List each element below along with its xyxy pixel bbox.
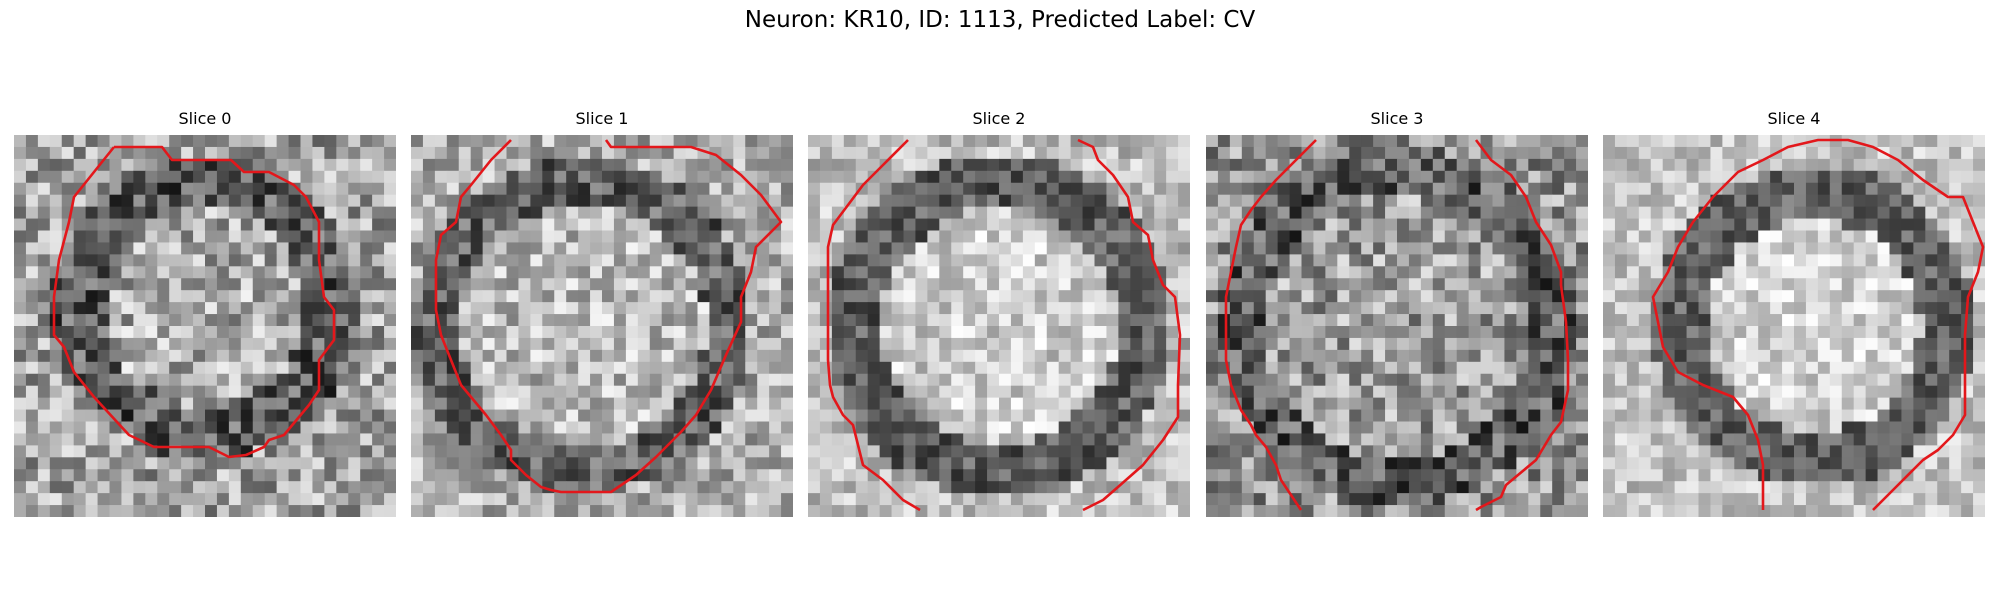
slice-2-image [808, 135, 1190, 517]
slice-3-image [1206, 135, 1588, 517]
slice-2-pixels [808, 135, 1190, 517]
figure-title: Neuron: KR10, ID: 1113, Predicted Label:… [0, 7, 2000, 33]
slice-4-image [1603, 135, 1985, 517]
slice-0-image [14, 135, 396, 517]
slice-3-title: Slice 3 [1206, 109, 1588, 128]
slice-4-pixels [1603, 135, 1985, 517]
slice-0-pixels [14, 135, 396, 517]
slice-1-title: Slice 1 [411, 109, 793, 128]
slice-4-title: Slice 4 [1603, 109, 1985, 128]
slice-3-pixels [1206, 135, 1588, 517]
slice-1-pixels [411, 135, 793, 517]
slice-1-image [411, 135, 793, 517]
slice-2-title: Slice 2 [808, 109, 1190, 128]
slice-0-title: Slice 0 [14, 109, 396, 128]
